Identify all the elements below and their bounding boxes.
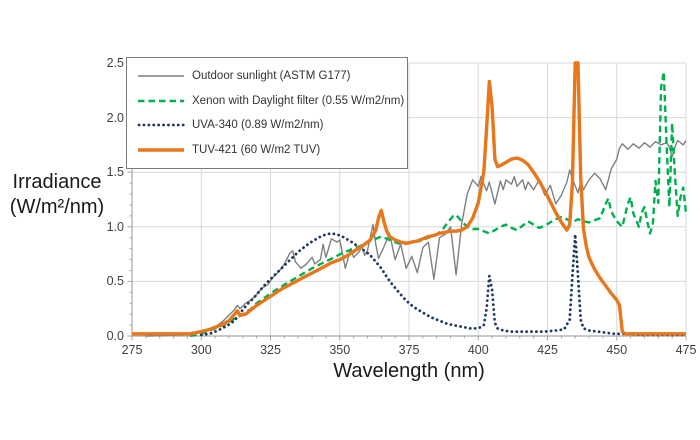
legend-item-outdoor-sunlight: Outdoor sunlight (ASTM G177) — [137, 70, 397, 82]
y-tick-label: 1.0 — [106, 219, 124, 234]
series-line-tuv-421 — [132, 61, 686, 336]
legend-label-tuv421: TUV-421 (60 W/m2 TUV) — [192, 143, 321, 156]
x-tick-label: 400 — [467, 343, 489, 357]
chart-legend: Outdoor sunlight (ASTM G177) Xenon with … — [126, 57, 408, 169]
series-line-xenon — [189, 70, 688, 338]
y-axis-title: Irradiance (W/m²/nm) — [0, 170, 114, 220]
dashed-line-icon — [138, 99, 184, 102]
x-axis-title: Wavelength (nm) — [333, 360, 485, 382]
y-tick-label: 0.5 — [106, 274, 124, 289]
dotted-line-icon — [137, 123, 185, 127]
x-tick-label: 450 — [606, 343, 628, 357]
y-tick-label: 2.5 — [106, 56, 124, 70]
y-axis-title-line1: Irradiance — [12, 171, 102, 193]
y-axis-title-line2: (W/m²/nm) — [9, 196, 105, 218]
series-line-uva-340 — [199, 231, 688, 337]
x-tick-label: 375 — [398, 343, 420, 357]
x-tick-label: 425 — [537, 343, 558, 357]
x-tick-label: 475 — [675, 343, 697, 357]
solid-line-icon — [138, 75, 184, 77]
thick-line-icon — [138, 148, 184, 152]
x-tick-label: 275 — [121, 343, 143, 357]
y-tick-label: 0.0 — [106, 329, 124, 343]
legend-item-uva340: UVA-340 (0.89 W/m2/nm) — [137, 119, 397, 131]
legend-item-tuv421: TUV-421 (60 W/m2 TUV) — [137, 144, 397, 156]
y-tick-label: 2.0 — [106, 110, 124, 125]
y-tick-label: 1.5 — [106, 165, 124, 180]
series-line-outdoor — [145, 139, 687, 337]
x-tick-label: 350 — [329, 343, 351, 357]
legend-label-uva340: UVA-340 (0.89 W/m2/nm) — [192, 119, 324, 132]
legend-label-xenon: Xenon with Daylight filter (0.55 W/m2/nm… — [192, 94, 405, 107]
x-tick-label: 300 — [190, 343, 212, 357]
x-tick-label: 325 — [260, 343, 281, 357]
legend-label-sunlight: Outdoor sunlight (ASTM G177) — [192, 70, 351, 83]
legend-item-xenon: Xenon with Daylight filter (0.55 W/m2/nm… — [137, 95, 404, 107]
